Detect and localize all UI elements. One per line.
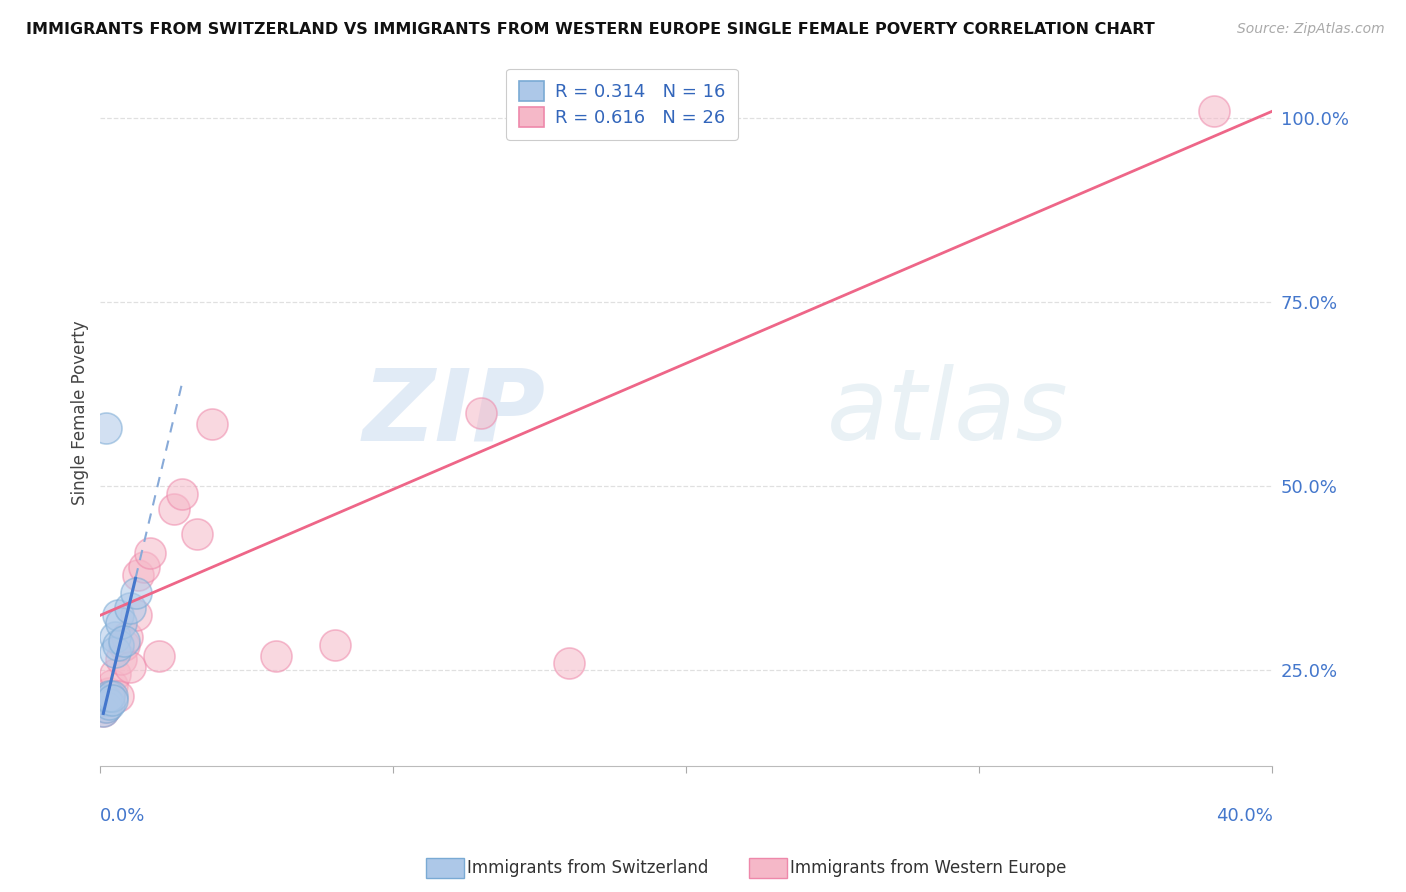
Point	[96, 420, 118, 434]
Point	[134, 560, 156, 574]
FancyBboxPatch shape	[426, 858, 464, 878]
Point	[101, 693, 124, 707]
Point	[107, 690, 129, 704]
Point	[264, 648, 287, 663]
Point	[558, 656, 581, 670]
Point	[124, 586, 146, 600]
Text: atlas: atlas	[827, 364, 1069, 461]
Point	[110, 652, 132, 666]
Point	[115, 631, 138, 645]
Point	[186, 527, 208, 541]
Point	[127, 567, 149, 582]
Point	[112, 634, 135, 648]
Point	[139, 546, 162, 560]
Point	[172, 487, 194, 501]
Point	[118, 600, 141, 615]
Point	[98, 690, 121, 704]
Point	[98, 690, 121, 704]
Point	[1202, 104, 1225, 119]
Point	[118, 660, 141, 674]
Point	[91, 704, 114, 718]
Point	[91, 693, 114, 707]
Point	[96, 700, 118, 714]
Point	[107, 638, 129, 652]
Text: 0.0%: 0.0%	[100, 806, 146, 824]
Point	[112, 638, 135, 652]
Point	[470, 406, 492, 420]
Text: Source: ZipAtlas.com: Source: ZipAtlas.com	[1237, 22, 1385, 37]
Point	[104, 667, 127, 681]
Point	[201, 417, 224, 431]
Y-axis label: Single Female Poverty: Single Female Poverty	[72, 320, 89, 505]
Point	[107, 608, 129, 623]
Point	[110, 615, 132, 630]
Point	[91, 704, 114, 718]
Point	[101, 690, 124, 704]
Point	[101, 678, 124, 692]
Text: Immigrants from Switzerland: Immigrants from Switzerland	[467, 859, 709, 877]
Text: 40.0%: 40.0%	[1216, 806, 1272, 824]
Point	[124, 608, 146, 623]
Text: IMMIGRANTS FROM SWITZERLAND VS IMMIGRANTS FROM WESTERN EUROPE SINGLE FEMALE POVE: IMMIGRANTS FROM SWITZERLAND VS IMMIGRANT…	[27, 22, 1154, 37]
FancyBboxPatch shape	[749, 858, 787, 878]
Point	[104, 631, 127, 645]
Point	[96, 700, 118, 714]
Legend: R = 0.314   N = 16, R = 0.616   N = 26: R = 0.314 N = 16, R = 0.616 N = 26	[506, 69, 738, 140]
Text: Immigrants from Western Europe: Immigrants from Western Europe	[790, 859, 1067, 877]
Point	[104, 645, 127, 659]
Point	[162, 501, 184, 516]
Text: ZIP: ZIP	[363, 364, 546, 461]
Point	[148, 648, 170, 663]
Point	[96, 693, 118, 707]
Point	[98, 697, 121, 711]
Point	[98, 685, 121, 699]
Point	[323, 638, 346, 652]
